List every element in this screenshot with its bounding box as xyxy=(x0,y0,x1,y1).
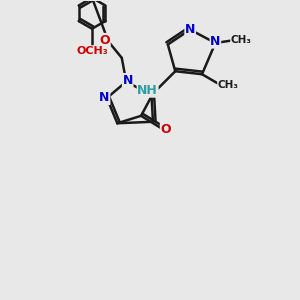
Text: OCH₃: OCH₃ xyxy=(76,46,108,56)
Text: CH₃: CH₃ xyxy=(231,35,252,45)
Text: O: O xyxy=(160,123,171,136)
Text: CH₃: CH₃ xyxy=(218,80,239,90)
Text: N: N xyxy=(122,74,133,87)
Text: O: O xyxy=(100,34,110,46)
Text: N: N xyxy=(185,23,195,36)
Text: N: N xyxy=(210,35,220,48)
Text: NH: NH xyxy=(137,84,158,97)
Text: N: N xyxy=(99,92,110,104)
